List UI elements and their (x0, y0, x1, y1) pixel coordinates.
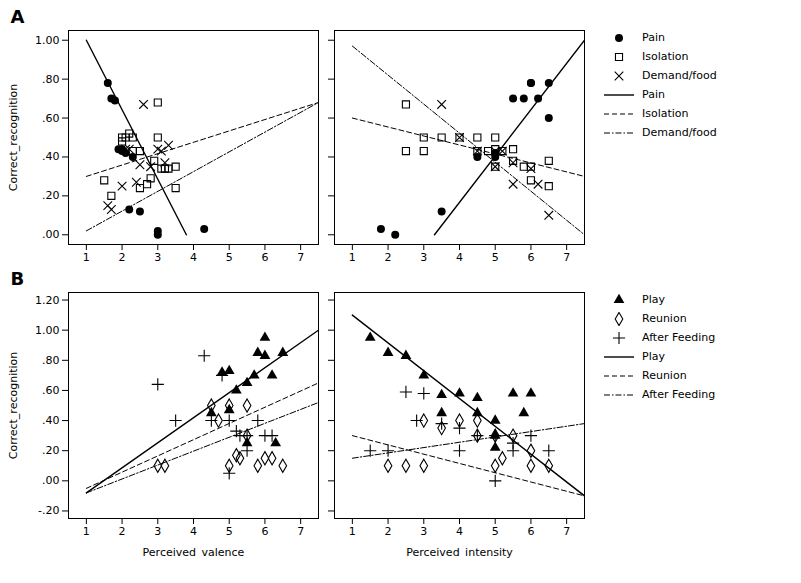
html-text:Isolation: Isolation (642, 107, 689, 120)
html-text:After Feeding: After Feeding (642, 388, 716, 401)
svg-text:3: 3 (420, 525, 427, 538)
svg-text:2: 2 (385, 525, 392, 538)
svg-text:6: 6 (261, 525, 268, 538)
svg-text:6: 6 (261, 251, 268, 264)
svg-text:5: 5 (492, 251, 499, 264)
html-text:Reunion: Reunion (642, 312, 687, 325)
svg-text:.60: .60 (42, 112, 60, 125)
svg-text:.80: .80 (42, 354, 60, 367)
svg-text:.20: .20 (42, 189, 60, 202)
svg-text:6: 6 (527, 525, 534, 538)
svg-text:A: A (11, 6, 25, 27)
svg-text:Correct_recognition: Correct_recognition (7, 352, 20, 460)
svg-text:7: 7 (297, 251, 304, 264)
svg-text:5: 5 (226, 525, 233, 538)
html-text:Demand/food: Demand/food (642, 126, 717, 139)
svg-text:.80: .80 (42, 73, 60, 86)
svg-text:.20: .20 (42, 444, 60, 457)
svg-text:1: 1 (83, 251, 90, 264)
svg-text:.40: .40 (42, 414, 60, 427)
svg-text:2: 2 (119, 525, 126, 538)
svg-text:1: 1 (349, 251, 356, 264)
svg-text:1: 1 (83, 525, 90, 538)
svg-text:5: 5 (226, 251, 233, 264)
html-text:Reunion: Reunion (642, 369, 687, 382)
svg-text:.00: .00 (42, 474, 60, 487)
svg-text:-.20: -.20 (38, 504, 59, 517)
html-text:Demand/food: Demand/food (642, 69, 717, 82)
svg-text:4: 4 (190, 251, 197, 264)
svg-text:3: 3 (154, 525, 161, 538)
svg-text:1: 1 (349, 525, 356, 538)
svg-text:1.20: 1.20 (35, 294, 60, 307)
svg-text:2: 2 (385, 251, 392, 264)
html-text:Pain: Pain (642, 88, 665, 101)
svg-text:2: 2 (119, 251, 126, 264)
svg-text:Correct_recognition: Correct_recognition (7, 84, 20, 192)
svg-text:Perceived_intensity: Perceived_intensity (406, 546, 513, 559)
html-text:Play: Play (642, 350, 665, 363)
svg-text:4: 4 (190, 525, 197, 538)
svg-text:6: 6 (527, 251, 534, 264)
svg-text:Perceived_valence: Perceived_valence (143, 546, 245, 559)
svg-text:1.00: 1.00 (35, 34, 60, 47)
html-text:Pain: Pain (642, 31, 665, 44)
html-text:Isolation: Isolation (642, 50, 689, 63)
html-text:Play: Play (642, 293, 665, 306)
svg-text:.00: .00 (42, 228, 60, 241)
svg-text:4: 4 (456, 251, 463, 264)
svg-text:.60: .60 (42, 384, 60, 397)
svg-text:4: 4 (456, 525, 463, 538)
svg-text:1.00: 1.00 (35, 324, 60, 337)
svg-text:B: B (11, 268, 25, 289)
svg-text:7: 7 (297, 525, 304, 538)
html-text:After Feeding: After Feeding (642, 331, 716, 344)
svg-text:7: 7 (563, 525, 570, 538)
svg-text:7: 7 (563, 251, 570, 264)
svg-text:5: 5 (492, 525, 499, 538)
svg-text:.40: .40 (42, 150, 60, 163)
svg-text:3: 3 (154, 251, 161, 264)
svg-text:3: 3 (420, 251, 427, 264)
